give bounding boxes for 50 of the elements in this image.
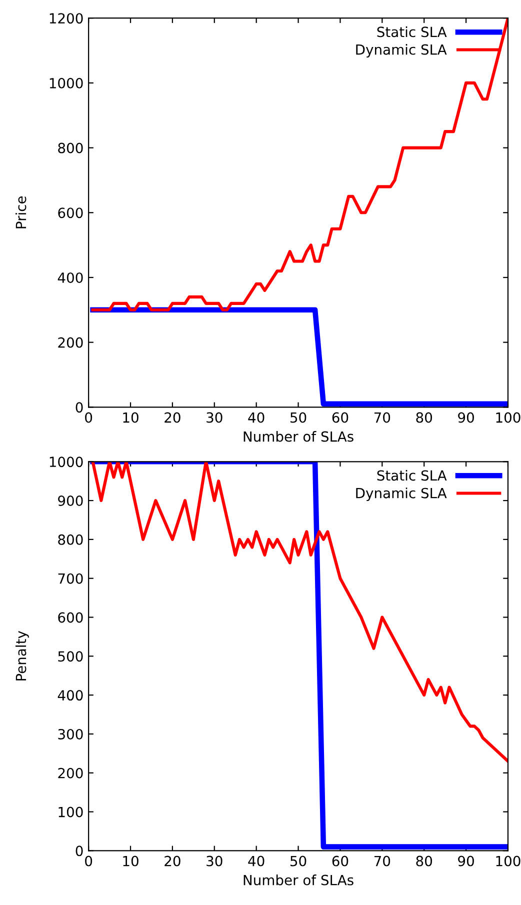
- y-axis-title: Penalty: [15, 630, 29, 680]
- x-axis-title: Number of SLAs: [244, 431, 354, 442]
- y-tick-label: 1000: [50, 78, 83, 88]
- x-tick-label: 90: [458, 856, 474, 866]
- x-tick-label: 10: [123, 856, 138, 866]
- x-tick-label: 40: [248, 412, 264, 423]
- y-tick-label: 100: [58, 806, 83, 818]
- line-series: [91, 462, 508, 763]
- x-tick-label: 30: [206, 412, 222, 423]
- y-tick-label: 800: [58, 142, 83, 154]
- x-tick-label: 20: [164, 856, 180, 866]
- y-tick-label: 700: [58, 573, 83, 584]
- y-tick-label: 0: [76, 846, 83, 856]
- x-axis-title: Number of SLAs: [244, 874, 354, 886]
- x-tick-label: 100: [496, 856, 520, 866]
- y-tick-label: 0: [76, 402, 83, 413]
- legend-label: Dynamic SLA: [356, 488, 447, 502]
- x-tick-label: 50: [290, 412, 306, 423]
- y-tick-label: 200: [58, 768, 83, 778]
- y-tick-label: 200: [58, 337, 83, 348]
- y-tick-label: 900: [58, 496, 83, 506]
- y-tick-label: 400: [58, 690, 83, 701]
- x-tick-label: 80: [416, 856, 432, 866]
- x-tick-label: 60: [332, 412, 348, 423]
- y-tick-label: 400: [58, 272, 83, 283]
- y-tick-label: 600: [58, 208, 83, 218]
- y-tick-label: 600: [58, 612, 83, 623]
- x-tick-label: 0: [85, 412, 92, 423]
- x-tick-label: 0: [85, 856, 92, 866]
- x-tick-label: 90: [458, 412, 474, 423]
- x-tick-label: 50: [290, 856, 306, 866]
- y-tick-label: 1200: [50, 13, 83, 24]
- x-tick-label: 100: [496, 412, 520, 423]
- y-tick-label: 1000: [50, 456, 83, 468]
- legend-label: Static SLA: [377, 26, 447, 38]
- y-tick-label: 300: [58, 728, 83, 740]
- x-tick-label: 80: [416, 412, 432, 423]
- x-tick-label: 30: [206, 856, 222, 866]
- line-series: [91, 18, 508, 312]
- x-tick-label: 20: [164, 412, 180, 423]
- y-tick-label: 500: [58, 651, 83, 662]
- x-tick-label: 60: [332, 856, 348, 866]
- x-tick-label: 70: [374, 412, 390, 423]
- x-tick-label: 40: [248, 856, 264, 866]
- legend-label: Static SLA: [377, 470, 447, 481]
- y-axis-title: Price: [15, 196, 26, 228]
- y-tick-label: 800: [58, 534, 83, 545]
- x-tick-label: 10: [123, 412, 138, 423]
- x-tick-label: 70: [374, 856, 390, 866]
- legend-label: Dynamic SLA: [356, 44, 447, 58]
